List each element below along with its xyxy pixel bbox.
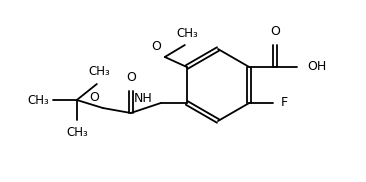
Text: O: O bbox=[151, 40, 161, 53]
Text: CH₃: CH₃ bbox=[27, 94, 49, 106]
Text: NH: NH bbox=[134, 92, 153, 106]
Text: CH₃: CH₃ bbox=[66, 126, 88, 139]
Text: CH₃: CH₃ bbox=[88, 65, 110, 78]
Text: O: O bbox=[89, 91, 99, 104]
Text: OH: OH bbox=[307, 60, 326, 74]
Text: O: O bbox=[270, 25, 280, 38]
Text: F: F bbox=[281, 96, 288, 110]
Text: O: O bbox=[126, 71, 136, 84]
Text: CH₃: CH₃ bbox=[176, 27, 198, 40]
